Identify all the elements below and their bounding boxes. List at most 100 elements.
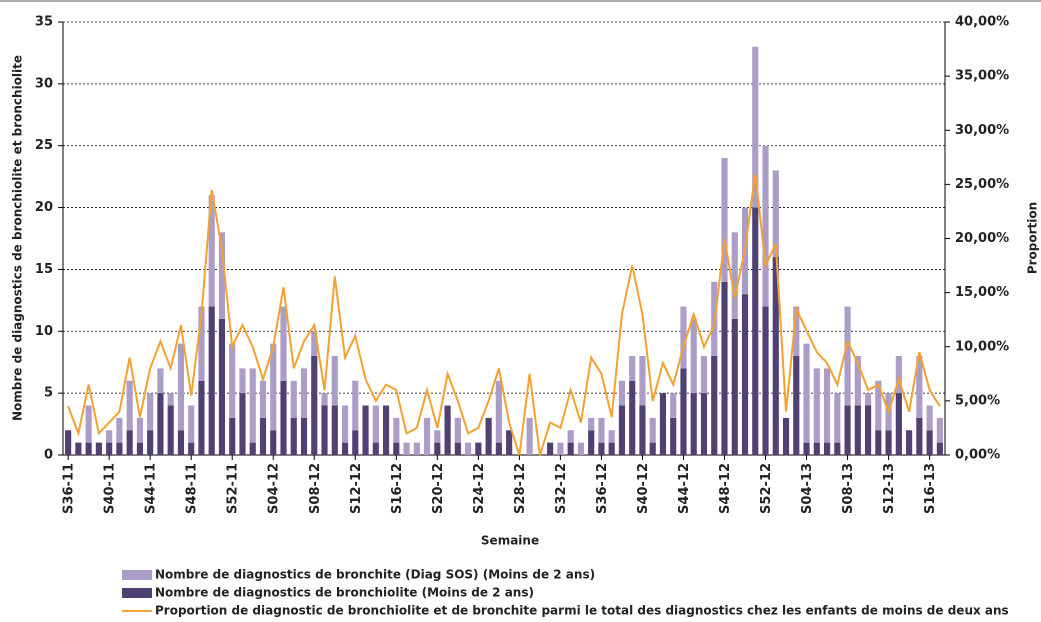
bar — [126, 430, 133, 455]
x-tick-label: S44-11 — [144, 463, 159, 514]
bar — [793, 306, 800, 357]
bar — [95, 442, 102, 455]
y2-tick-label: 40,00% — [955, 15, 1009, 30]
x-axis-title: Semaine — [481, 534, 539, 548]
x-tick-label: S08-13 — [841, 463, 856, 514]
bar — [454, 417, 461, 443]
bar — [341, 405, 349, 443]
bar — [75, 442, 82, 455]
bar — [157, 368, 164, 394]
bar — [608, 430, 615, 443]
x-tick-label: S36-12 — [595, 463, 610, 514]
bar — [803, 442, 810, 455]
bar — [280, 306, 287, 381]
bar — [167, 405, 174, 455]
bar — [454, 442, 461, 455]
bar — [731, 318, 738, 455]
bar — [208, 306, 215, 455]
bar — [434, 442, 441, 455]
bar — [588, 430, 595, 455]
bar — [300, 368, 308, 418]
bar — [752, 207, 759, 455]
bar — [259, 380, 267, 418]
bar — [547, 442, 554, 455]
bar — [270, 430, 277, 455]
bar — [577, 442, 584, 455]
bar — [926, 405, 933, 431]
bar — [700, 356, 708, 394]
y-tick-label: 10 — [35, 324, 53, 339]
bar — [526, 417, 533, 455]
bar — [126, 380, 133, 431]
bar — [916, 417, 923, 455]
bar — [311, 356, 318, 455]
bar — [259, 417, 267, 455]
bar — [352, 430, 359, 455]
bar — [731, 232, 738, 319]
bar — [618, 380, 626, 406]
bar — [711, 356, 718, 455]
bar — [321, 405, 328, 455]
bar — [608, 442, 615, 455]
bar — [875, 430, 882, 455]
bar — [906, 430, 913, 455]
bar — [218, 232, 226, 319]
bar — [834, 442, 841, 455]
x-tick-label: S28-12 — [513, 463, 528, 514]
legend-label: Nombre de diagnostics de bronchiolite (M… — [155, 586, 534, 600]
bar — [721, 281, 728, 455]
bar — [465, 442, 472, 455]
bar — [198, 380, 205, 455]
x-tick-label: S04-13 — [800, 463, 815, 514]
bar — [249, 368, 256, 443]
bar — [618, 405, 626, 455]
bar — [424, 417, 431, 455]
bar — [116, 417, 123, 443]
bar — [639, 405, 646, 455]
x-tick-label: S20-12 — [431, 463, 446, 514]
bar — [434, 430, 441, 443]
bar — [649, 442, 656, 455]
bar — [823, 368, 831, 443]
bar — [290, 417, 297, 455]
x-tick-label: S48-11 — [185, 463, 200, 514]
bar — [680, 306, 687, 369]
bar — [382, 405, 390, 455]
bar — [936, 417, 943, 443]
bar — [649, 417, 656, 443]
x-tick-label: S16-13 — [923, 463, 938, 514]
bar — [331, 356, 338, 406]
bar — [793, 356, 800, 455]
bar — [557, 442, 564, 455]
y2-tick-label: 25,00% — [955, 177, 1009, 192]
bar — [372, 442, 379, 455]
bar — [865, 405, 872, 455]
x-tick-label: S24-12 — [472, 463, 487, 514]
bar — [106, 430, 113, 443]
bar — [782, 417, 790, 455]
legend-label: Nombre de diagnostics de bronchite (Diag… — [155, 568, 595, 582]
bar — [690, 318, 697, 394]
bar — [85, 442, 92, 455]
bar — [372, 405, 379, 443]
bar — [506, 430, 513, 455]
x-tick-label: S52-12 — [759, 463, 774, 514]
bar — [598, 442, 605, 455]
bar — [136, 417, 143, 443]
bar — [239, 393, 246, 455]
x-tick-label: S32-12 — [554, 463, 569, 514]
bar — [157, 393, 164, 455]
x-tick-label: S48-12 — [718, 463, 733, 514]
x-tick-label: S12-13 — [882, 463, 897, 514]
y2-tick-label: 20,00% — [955, 231, 1009, 246]
bar — [177, 430, 185, 455]
bar — [495, 442, 502, 455]
bar — [311, 331, 318, 357]
bar — [875, 380, 882, 431]
bar — [834, 393, 841, 443]
x-tick-label: S36-11 — [62, 463, 77, 514]
bar — [177, 343, 185, 431]
bar — [639, 356, 646, 406]
bar — [700, 393, 708, 455]
bar — [813, 368, 820, 443]
